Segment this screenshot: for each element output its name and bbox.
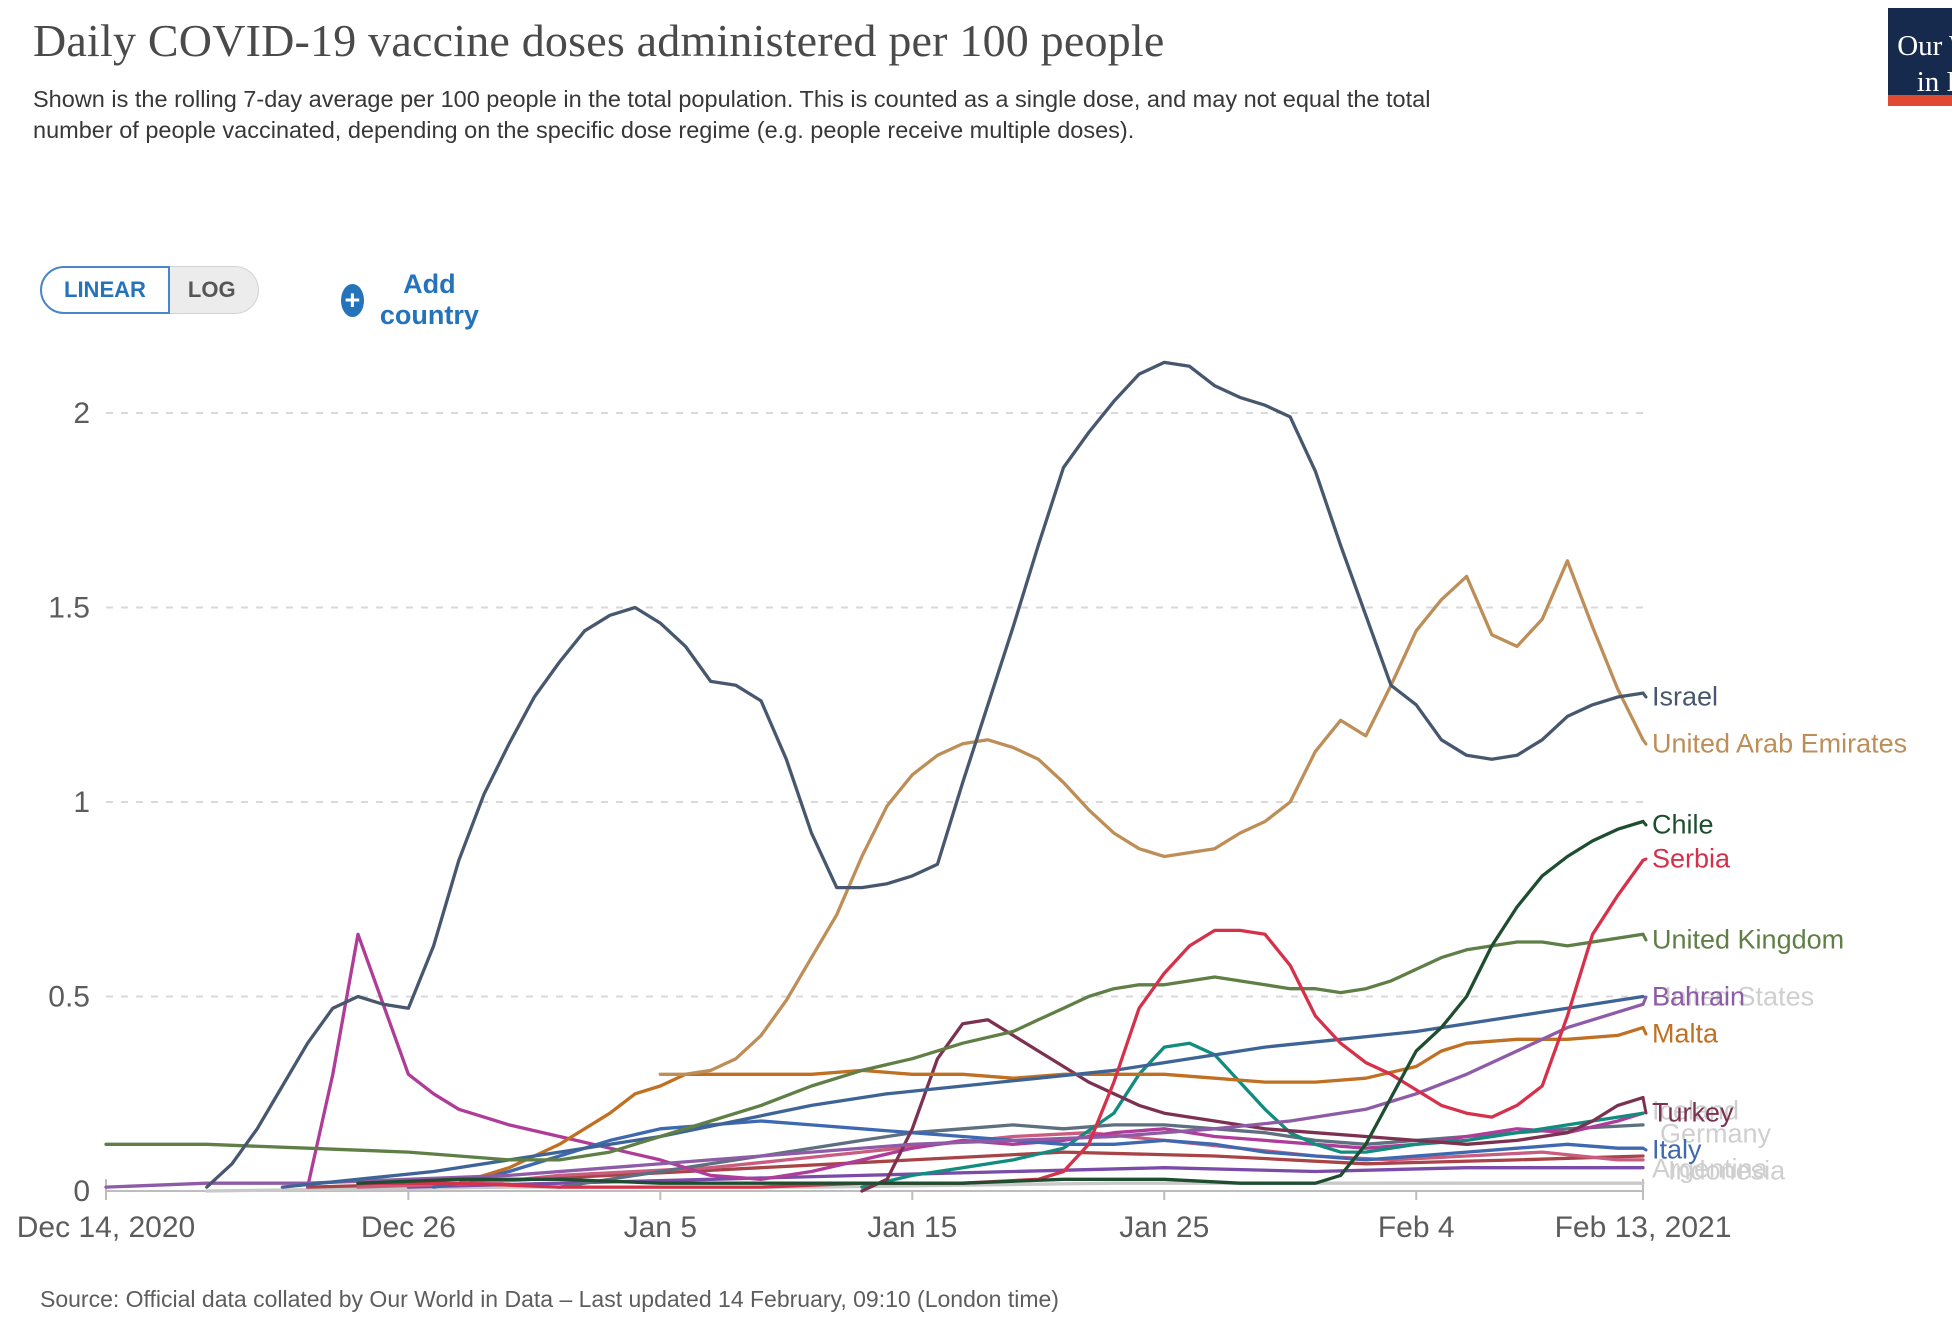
- series-label-stub-united-arab-emirates: [1641, 738, 1648, 746]
- series-label-israel[interactable]: Israel: [1652, 681, 1719, 712]
- linear-scale-button[interactable]: LINEAR: [40, 266, 170, 314]
- page-title: Daily COVID-19 vaccine doses administere…: [33, 15, 1165, 66]
- x-tick-label-dec-26: Dec 26: [361, 1211, 456, 1244]
- scale-toggle: LINEAR LOG: [40, 266, 259, 314]
- owid-logo-line1: Our World: [1897, 30, 1952, 62]
- series-label-stub-bahrain: [1641, 995, 1648, 1006]
- series-label-stub-italy: [1641, 1146, 1648, 1152]
- series-line-germany[interactable]: [557, 1123, 1645, 1189]
- series-line-united-kingdom[interactable]: [104, 932, 1645, 1162]
- series-label-italy[interactable]: Italy: [1652, 1134, 1702, 1165]
- y-tick-label-0: 0: [73, 1175, 90, 1208]
- source-note: Source: Official data collated by Our Wo…: [40, 1286, 1059, 1312]
- series-line-israel[interactable]: [205, 360, 1645, 1189]
- series-label-stub-israel: [1641, 691, 1648, 699]
- series-line-indonesia[interactable]: [860, 1041, 1645, 1189]
- x-tick-label-jan-5: Jan 5: [624, 1211, 697, 1244]
- series-label-stub-serbia: [1641, 857, 1648, 862]
- series-label-stub-united-kingdom: [1641, 932, 1648, 942]
- owid-logo[interactable]: Our World in Data: [1888, 8, 1952, 106]
- add-country-button[interactable]: + Add country: [335, 268, 490, 332]
- series-label-indonesia-gray[interactable]: Indonesia: [1668, 1155, 1786, 1186]
- series-label-chile[interactable]: Chile: [1652, 809, 1714, 840]
- y-tick-label-1: 1: [73, 786, 90, 819]
- y-tick-label-0.5: 0.5: [48, 981, 90, 1014]
- series-label-stub-malta: [1641, 1026, 1648, 1036]
- series-label-serbia[interactable]: Serbia: [1652, 843, 1731, 874]
- series-label-germany-gray[interactable]: Germany: [1660, 1118, 1772, 1149]
- y-tick-label-1.5: 1.5: [48, 592, 90, 625]
- series-label-turkey[interactable]: Turkey: [1652, 1097, 1734, 1128]
- series-label-iceland-gray[interactable]: Iceland: [1652, 1095, 1740, 1126]
- x-tick-label-feb-13-2021: Feb 13, 2021: [1555, 1211, 1732, 1244]
- series-line-italy[interactable]: [431, 1119, 1645, 1189]
- add-country-label: Add country: [379, 269, 479, 330]
- series-label-bahrain[interactable]: Bahrain: [1652, 981, 1746, 1012]
- series-line-united-arab-emirates[interactable]: [658, 559, 1645, 1076]
- owid-logo-accent-bar: [1888, 95, 1952, 106]
- plus-icon: +: [341, 283, 364, 317]
- x-tick-label-feb-4: Feb 4: [1378, 1211, 1455, 1244]
- series-line-iceland[interactable]: [305, 932, 1645, 1189]
- series-label-united-states-gray[interactable]: United States: [1652, 981, 1815, 1012]
- series-line-turkey[interactable]: [860, 1018, 1645, 1193]
- series-line-unlabeled[interactable]: [205, 1181, 1645, 1193]
- series-label-united-arab-emirates[interactable]: United Arab Emirates: [1652, 728, 1908, 759]
- x-tick-label-jan-15: Jan 15: [867, 1211, 957, 1244]
- series-line-chile[interactable]: [356, 819, 1645, 1185]
- owid-logo-line2: in Data: [1916, 66, 1952, 99]
- series-line-bahrain[interactable]: [104, 1002, 1645, 1189]
- series-label-argentina-gray[interactable]: Argentina: [1652, 1153, 1768, 1184]
- series-label-stub-chile: [1641, 819, 1648, 827]
- log-scale-button[interactable]: LOG: [165, 266, 259, 314]
- x-tick-label-dec-14-2020: Dec 14, 2020: [17, 1211, 195, 1244]
- series-label-united-kingdom[interactable]: United Kingdom: [1652, 924, 1845, 955]
- series-label-stub-turkey: [1641, 1096, 1648, 1115]
- y-tick-label-2: 2: [73, 397, 90, 430]
- series-line-united-states[interactable]: [280, 994, 1645, 1189]
- series-label-malta[interactable]: Malta: [1652, 1018, 1719, 1049]
- page-subtitle: Shown is the rolling 7-day average per 1…: [33, 86, 1431, 144]
- x-tick-label-jan-25: Jan 25: [1119, 1211, 1209, 1244]
- series-line-argentina[interactable]: [356, 1131, 1645, 1189]
